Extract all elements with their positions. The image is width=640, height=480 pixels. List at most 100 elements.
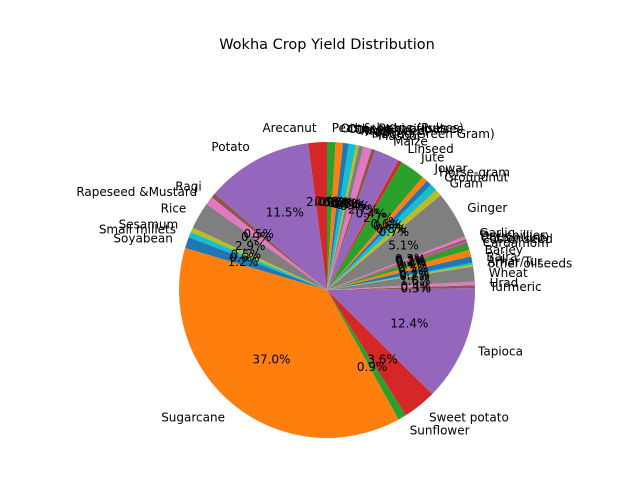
- slice-rapeseed-mustard: [206, 197, 327, 290]
- label-bajra: Bajra: [486, 250, 517, 264]
- percent-cardamom: 0.7%: [397, 258, 428, 272]
- label-groundnut: Groundnut: [444, 171, 508, 185]
- percent-gram: 0.7%: [379, 225, 410, 239]
- slice-jowar: [327, 177, 427, 290]
- percent-ginger: 5.1%: [388, 238, 419, 252]
- label-cotton-lint: Cotton(lint): [481, 230, 549, 244]
- label-horse-gram: Horse-gram: [439, 166, 510, 180]
- percent-arecanut: 2.0%: [306, 195, 337, 209]
- label-ragi: Ragi: [175, 180, 201, 194]
- slice-potato: [214, 143, 327, 290]
- label-moth: Moth: [365, 125, 395, 139]
- slice-urad: [327, 281, 475, 290]
- slice-other-oilseeds: [327, 264, 474, 290]
- percent-garlic: 0.3%: [395, 252, 426, 266]
- percent-small-millets: 0.6%: [229, 250, 260, 264]
- percent-maize: 2.7%: [348, 202, 379, 216]
- slice-ginger: [327, 195, 465, 290]
- percent-tapioca: 12.4%: [390, 317, 428, 331]
- percent-arhar-tur: 0.2%: [399, 268, 430, 282]
- percent-labels: 2.0%11.5%0.5%0.9%2.9%0.5%0.6%1.2%37.0%0.…: [228, 195, 431, 374]
- slice-soyabean: [185, 237, 327, 290]
- slice-sweet-potato: [327, 290, 433, 416]
- label-dry-chillies: Dry chillies: [480, 229, 546, 243]
- percent-jute: 2.7%: [363, 211, 394, 225]
- slice-gram: [327, 190, 441, 290]
- slice-horse-gram: [327, 180, 431, 290]
- label-tapioca: Tapioca: [477, 344, 523, 358]
- percent-castor-seed: 0.1%: [396, 255, 427, 269]
- label-soyabean: Soyabean: [113, 231, 172, 245]
- percent-cotton-lint: 0.2%: [396, 255, 427, 269]
- label-sesamum: Sesamum: [119, 217, 179, 231]
- label-cardamom: Cardamom: [483, 236, 549, 250]
- label-sweet-potato: Sweet potato: [429, 410, 509, 424]
- percent-urad: 0.4%: [400, 280, 431, 294]
- label-other-rabi-pulses: Other Rabi pulses: [341, 121, 448, 135]
- percent-other-oilseeds: 0.2%: [399, 269, 430, 283]
- label-jute: Jute: [420, 151, 444, 165]
- slice-castor-seed: [327, 242, 468, 290]
- slice-ragi: [211, 193, 327, 290]
- percent-onion: 0.8%: [327, 196, 358, 210]
- slice-tapioca: [327, 288, 476, 394]
- label-moong-green-gram: Moong(Green Gram): [372, 127, 495, 141]
- percent-peas-beans-pulses: 0.9%: [314, 195, 345, 209]
- label-other-oilseeds: other oilseeds: [488, 257, 573, 271]
- slice-linseed: [327, 160, 402, 290]
- percent-sesamum: 0.5%: [231, 247, 262, 261]
- pie-slices: [179, 141, 476, 439]
- label-rice: Rice: [161, 202, 187, 216]
- percent-horse-gram: 0.6%: [373, 219, 404, 233]
- slice-other-rabi-pulses: [327, 142, 344, 290]
- slice-turmeric: [327, 285, 475, 290]
- label-onion: Onion: [355, 123, 390, 137]
- slice-jute: [327, 162, 423, 290]
- slice-arecanut: [308, 142, 327, 290]
- percent-jowar: 0.6%: [370, 217, 401, 231]
- label-sugarcane: Sugarcane: [161, 410, 225, 424]
- slice-rice: [192, 204, 327, 290]
- slice-sesamum: [190, 227, 327, 290]
- label-niger-seed: Niger seed: [361, 124, 426, 138]
- slice-dry-chillies: [327, 239, 467, 290]
- slice-small-millets: [188, 232, 327, 290]
- percent-moong-green-gram: 0.9%: [336, 198, 367, 212]
- slice-peas-beans-pulses: [327, 141, 336, 290]
- label-garlic: Garlic: [479, 226, 514, 240]
- label-arhar-tur: Arhar/Tur: [487, 255, 542, 269]
- slice-arhar-tur: [327, 262, 473, 290]
- slice-onion: [327, 143, 357, 290]
- slice-masoor: [327, 148, 376, 290]
- percent-rice: 2.9%: [235, 239, 266, 253]
- slice-cardamom: [327, 243, 470, 290]
- percent-masoor: 0.4%: [340, 199, 371, 213]
- slice-other-kharif-pulses: [327, 142, 349, 290]
- slice-barley: [327, 249, 472, 290]
- slice-moth: [327, 145, 364, 290]
- label-turmeric: Turmeric: [489, 280, 542, 294]
- label-potato: Potato: [211, 140, 249, 154]
- percent-barley: 0.7%: [398, 261, 429, 275]
- label-wheat: Wheat: [489, 266, 528, 280]
- percent-sunflower: 0.9%: [357, 360, 388, 374]
- percent-soyabean: 1.2%: [228, 255, 259, 269]
- slice-cotton-lint: [327, 240, 468, 290]
- percent-turmeric: 0.3%: [401, 282, 432, 296]
- chart-title: Wokha Crop Yield Distribution: [219, 37, 435, 53]
- percent-niger-seed: 0.3%: [330, 197, 361, 211]
- label-linseed: Linseed: [408, 142, 454, 156]
- slice-wheat: [327, 266, 475, 290]
- label-urad: Urad: [490, 276, 519, 290]
- percent-sugarcane: 37.0%: [252, 353, 290, 367]
- label-ginger: Ginger: [467, 201, 507, 215]
- percent-groundnut: 0.8%: [376, 222, 407, 236]
- percent-linseed: 0.4%: [356, 206, 387, 220]
- label-jowar: Jowar: [434, 161, 468, 175]
- slice-bajra: [327, 256, 473, 290]
- percent-potato: 11.5%: [266, 205, 304, 219]
- label-gram: Gram: [450, 176, 483, 190]
